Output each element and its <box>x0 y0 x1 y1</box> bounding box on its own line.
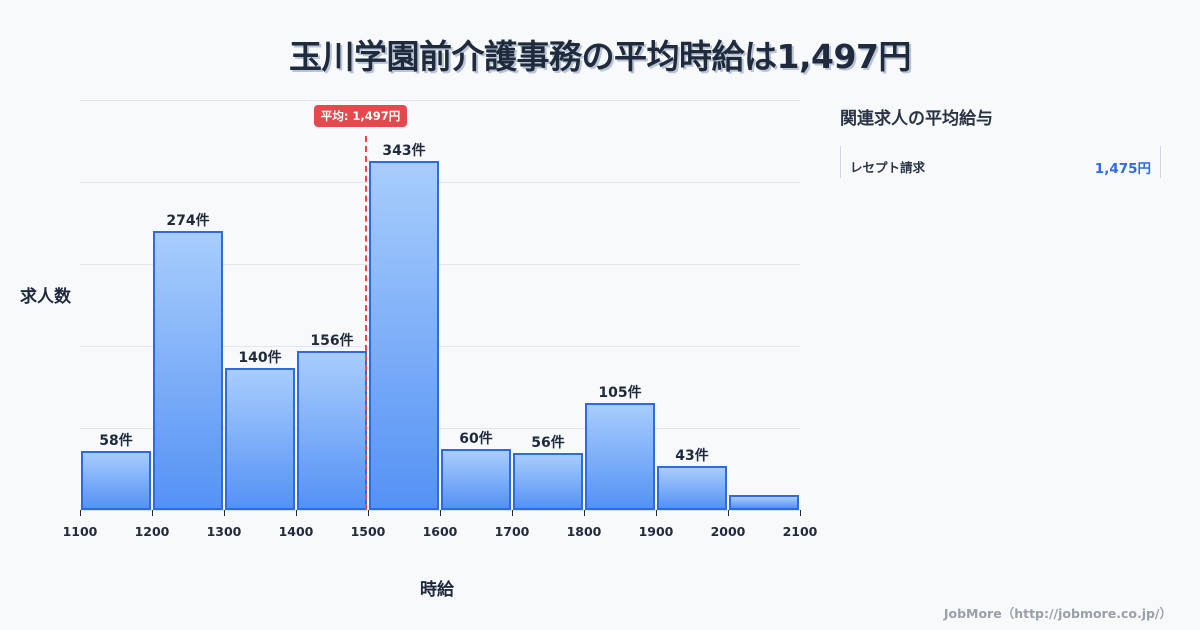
x-tick <box>728 510 729 516</box>
x-tick-label: 1500 <box>350 524 386 539</box>
x-tick <box>800 510 801 516</box>
bar-value-label: 56件 <box>531 435 565 452</box>
x-tick <box>80 510 81 516</box>
footer-credit: JobMore（http://jobmore.co.jp/） <box>943 606 1172 621</box>
histogram-plot: 58件 274件 140件 156件 343件 60件 56件 105件 43件 平均: 1,49… <box>80 100 800 511</box>
gridline <box>80 346 800 347</box>
page-title: 玉川学園前介護事務の平均時給は1,497円 <box>289 37 911 76</box>
gridline <box>80 182 800 183</box>
histogram-bar[interactable] <box>513 453 583 510</box>
histogram-bar[interactable] <box>81 451 151 510</box>
x-tick-label: 1600 <box>422 524 458 539</box>
related-job-name: レセプト請求 <box>850 160 926 175</box>
related-salary-item[interactable]: レセプト請求 1,475円 <box>840 146 1161 178</box>
histogram-bar[interactable] <box>657 466 727 510</box>
histogram-bar[interactable] <box>441 448 511 510</box>
x-tick <box>296 510 297 516</box>
x-tick <box>584 510 585 516</box>
average-badge: 平均: 1,497円 <box>313 105 408 127</box>
related-job-salary: 1,475円 <box>1094 161 1151 177</box>
gridline <box>80 100 800 101</box>
x-tick-label: 1900 <box>638 524 674 539</box>
x-tick <box>656 510 657 516</box>
gridline <box>80 428 800 429</box>
x-tick-label: 1800 <box>566 524 602 539</box>
x-tick <box>224 510 225 516</box>
average-line <box>364 136 367 510</box>
x-axis-label: 時給 <box>420 580 454 600</box>
histogram-bar[interactable] <box>729 494 799 510</box>
histogram-bar[interactable] <box>225 367 295 510</box>
x-tick <box>512 510 513 516</box>
gridline <box>80 264 800 265</box>
x-tick-label: 2000 <box>710 524 746 539</box>
bar-value-label: 60件 <box>459 430 493 447</box>
bar-value-label: 43件 <box>675 448 709 465</box>
x-tick-label: 1100 <box>62 524 98 539</box>
y-axis-label: 求人数 <box>20 287 71 307</box>
x-tick <box>152 510 153 516</box>
bar-value-label: 343件 <box>382 143 426 160</box>
x-tick-label: 1400 <box>278 524 314 539</box>
histogram-bar[interactable] <box>153 231 223 510</box>
bar-value-label: 156件 <box>310 333 354 350</box>
bar-value-label: 58件 <box>99 432 133 449</box>
bar-value-label: 105件 <box>598 385 642 402</box>
related-salary-title: 関連求人の平均給与 <box>840 109 993 129</box>
bar-value-label: 274件 <box>166 213 210 230</box>
x-tick <box>368 510 369 516</box>
x-tick-label: 2100 <box>782 524 818 539</box>
bar-value-label: 140件 <box>238 349 282 366</box>
x-tick <box>440 510 441 516</box>
histogram-bar[interactable] <box>369 161 439 510</box>
x-tick-label: 1700 <box>494 524 530 539</box>
histogram-bar[interactable] <box>297 351 367 510</box>
x-tick-label: 1300 <box>206 524 242 539</box>
x-tick-label: 1200 <box>134 524 170 539</box>
histogram-bar[interactable] <box>585 403 655 510</box>
